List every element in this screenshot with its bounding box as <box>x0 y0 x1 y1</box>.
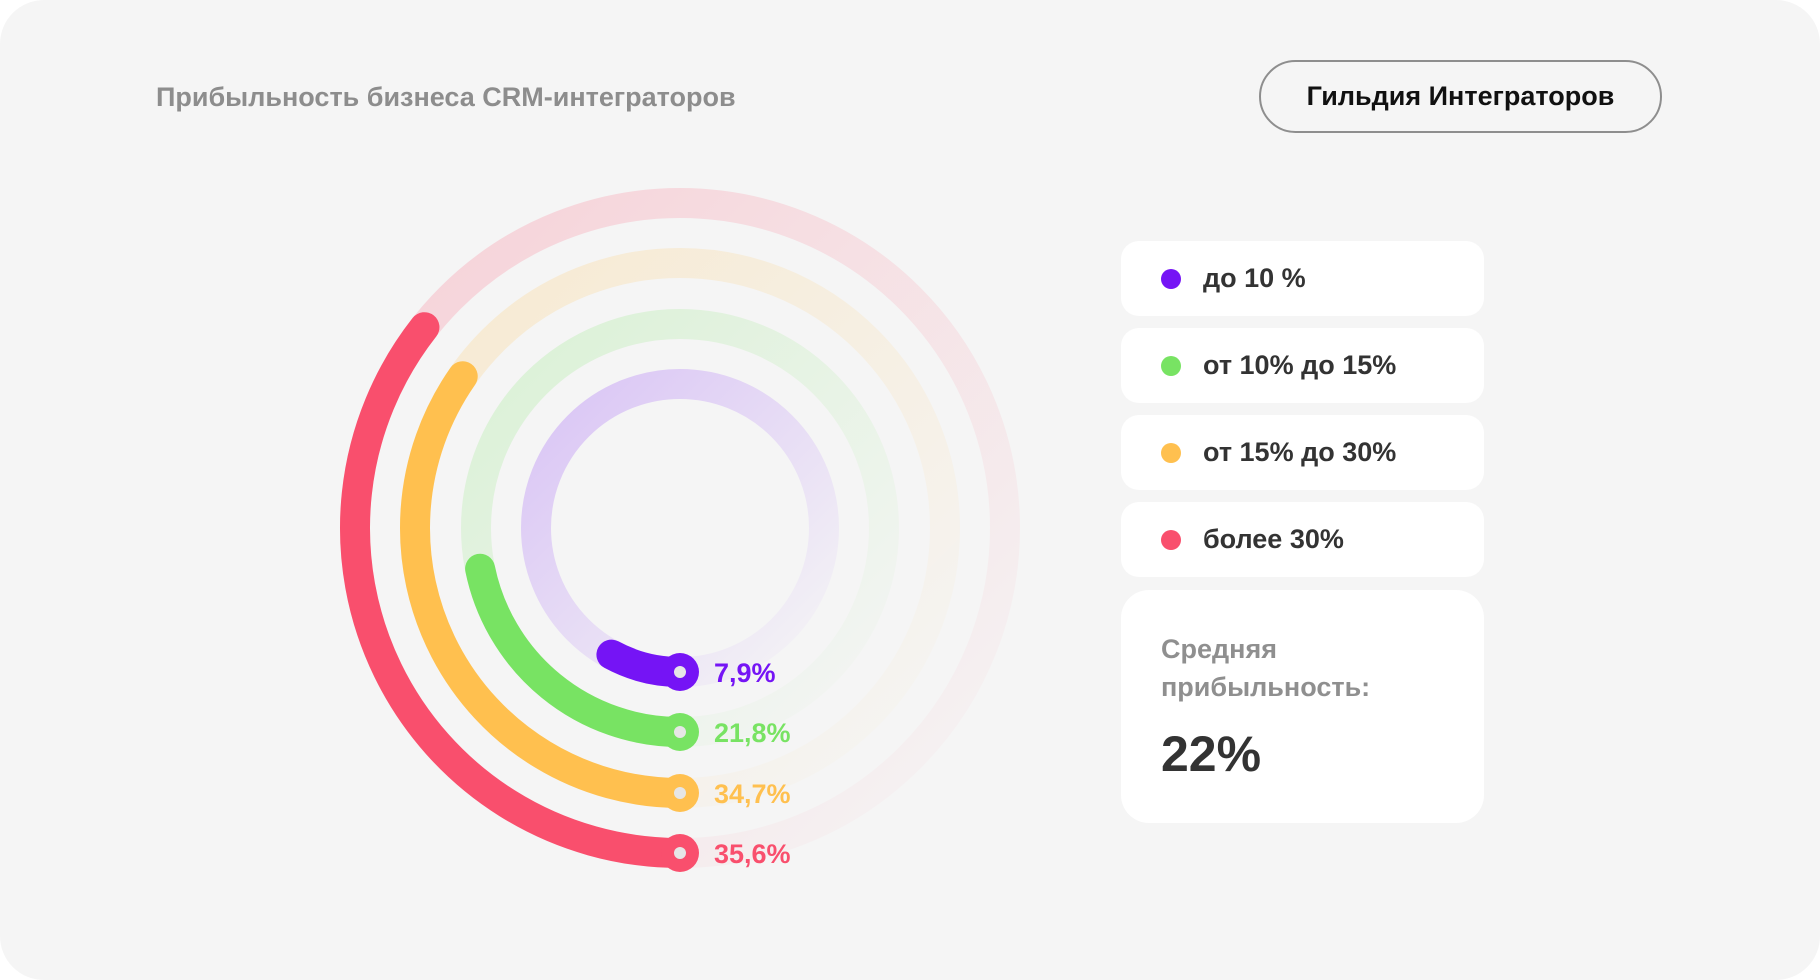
ring-knob-center <box>674 726 686 738</box>
ring-knob-center <box>674 787 686 799</box>
ring-knob-center <box>674 666 686 678</box>
legend-dot-icon <box>1161 268 1181 289</box>
brand-button[interactable]: Гильдия Интеграторов <box>1259 60 1662 133</box>
legend-label: от 10% до 15% <box>1203 350 1397 380</box>
legend-label: от 15% до 30% <box>1203 437 1397 467</box>
legend-dot-icon <box>1161 355 1181 376</box>
ring-knob-center <box>674 847 686 859</box>
legend-label: до 10 % <box>1203 263 1306 293</box>
legend-item-0: до 10 % <box>1121 241 1484 316</box>
ring-track <box>521 369 839 687</box>
legend-item-1: от 10% до 15% <box>1121 328 1484 403</box>
chart-title: Прибыльность бизнеса CRM-интеграторов <box>156 82 736 112</box>
average-label: Средняя прибыльность: <box>1161 634 1371 702</box>
legend-dot-icon <box>1161 442 1181 463</box>
ring-bar-1 <box>465 553 695 747</box>
legend-item-2: от 15% до 30% <box>1121 415 1484 490</box>
average-value: 22% <box>1161 726 1262 782</box>
legend-dot-icon <box>1161 529 1181 550</box>
average-card: Средняя прибыльность: 22% <box>1121 590 1484 823</box>
value-label: 35,6% <box>714 839 791 869</box>
ring-bar-2 <box>400 361 695 808</box>
value-label: 34,7% <box>714 779 791 809</box>
value-label: 21,8% <box>714 718 791 748</box>
legend-label: более 30% <box>1203 524 1344 554</box>
legend-item-3: более 30% <box>1121 502 1484 577</box>
ring-bar-3 <box>340 312 695 868</box>
value-label: 7,9% <box>714 658 776 688</box>
